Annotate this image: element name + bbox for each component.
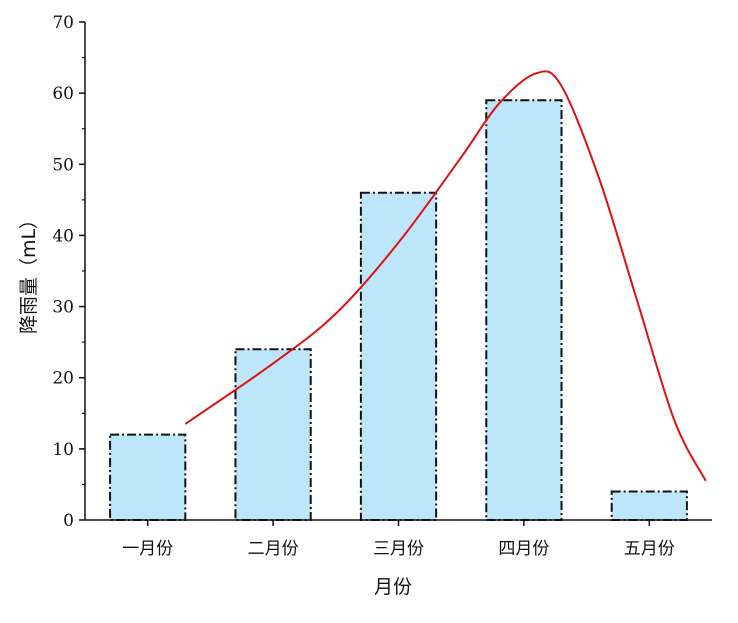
trend-line: [184, 70, 707, 482]
trend-line-group: [184, 70, 707, 482]
x-axis-title: 月份: [374, 576, 412, 598]
y-tick-label: 20: [52, 369, 74, 389]
x-tick-label: 四月份: [498, 539, 549, 559]
bar-1: [109, 433, 187, 521]
y-tick-label: 40: [52, 226, 74, 246]
y-tick-label: 70: [52, 13, 74, 33]
x-ticks-group: 一月份 二月份 三月份 四月份 五月份: [122, 520, 675, 559]
y-tick-label: 50: [52, 155, 74, 175]
y-axis-title: 降雨量（mL）: [18, 210, 40, 334]
x-tick-label: 二月份: [248, 539, 299, 559]
x-tick-label: 三月份: [373, 539, 424, 559]
bar-3: [359, 191, 438, 521]
y-tick-label: 60: [52, 84, 74, 104]
x-tick-label: 一月份: [122, 539, 173, 559]
x-tick-label: 五月份: [624, 539, 675, 559]
bar-4: [485, 99, 563, 521]
bars-group: [109, 99, 688, 521]
bar-2: [234, 348, 312, 521]
y-ticks-group: 0 10 20 30 40 50 60 70: [52, 13, 85, 531]
y-tick-label: 0: [63, 511, 74, 531]
bar-5: [610, 490, 688, 521]
y-tick-label: 10: [52, 440, 74, 460]
y-tick-label: 30: [52, 298, 74, 318]
